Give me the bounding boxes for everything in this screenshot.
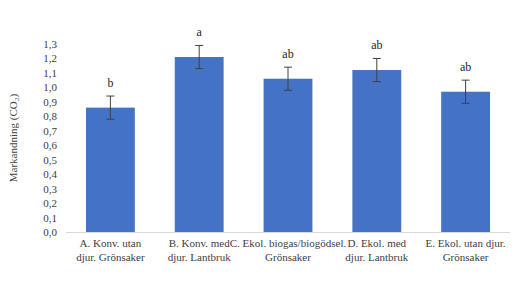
y-tick-label: 0,8: [43, 110, 57, 122]
error-stem: [465, 80, 466, 103]
error-cap: [106, 96, 114, 97]
x-tick-label: D. Ekol. med djur. Lantbruk: [345, 237, 408, 263]
x-tick-line: D. Ekol. med: [347, 237, 406, 249]
x-tick-line: B. Konv. med: [169, 237, 231, 249]
error-stem: [199, 45, 200, 68]
x-tick-label: E. Ekol. utan djur. Grönsaker: [426, 237, 506, 263]
y-tick-label: 1,3: [43, 38, 57, 50]
bar: [175, 57, 224, 232]
error-stem: [288, 67, 289, 90]
error-stem: [110, 96, 111, 119]
error-cap: [106, 119, 114, 120]
x-tick-label: C. Ekol. biogas/biogödsel. Grönsaker: [230, 237, 347, 263]
y-tick-label: 0,9: [43, 96, 57, 108]
x-tick-line: E. Ekol. utan djur.: [426, 237, 506, 249]
y-tick-label: 0,1: [43, 212, 57, 224]
x-tick-line: Grönsaker: [443, 251, 489, 263]
y-tick-label: 0,0: [43, 226, 57, 238]
error-cap: [195, 68, 203, 69]
x-tick-line: A. Konv. utan: [80, 237, 142, 249]
error-cap: [373, 58, 381, 59]
y-tick-label: 1,1: [43, 67, 57, 79]
error-cap: [284, 90, 292, 91]
x-tick-label: A. Konv. utan djur. Grönsaker: [76, 237, 145, 263]
bars: [86, 45, 490, 232]
x-tick-line: djur. Grönsaker: [76, 251, 145, 263]
error-bar: [106, 96, 114, 119]
bar: [264, 79, 313, 232]
error-cap: [462, 80, 470, 81]
y-tick-label: 0,5: [43, 154, 57, 166]
error-cap: [373, 81, 381, 82]
significance-label: ab: [460, 60, 471, 74]
x-tick-label: B. Konv. med djur. Lantbruk: [168, 237, 231, 263]
significance-label: ab: [371, 38, 382, 52]
y-axis-label: Markandning (CO₂): [7, 93, 20, 182]
bar: [352, 70, 401, 232]
significance-label: a: [197, 25, 203, 39]
error-bar: [284, 67, 292, 90]
y-tick-label: 0,6: [43, 139, 57, 151]
error-cap: [284, 67, 292, 68]
y-tick-label: 1,2: [43, 52, 57, 64]
bar: [86, 108, 135, 232]
x-tick-line: Grönsaker: [265, 251, 311, 263]
significance-label: b: [107, 76, 113, 90]
error-bar: [462, 80, 470, 103]
chart: 0,0 0,1 0,2 0,3 0,4 0,5 0,6 0,7 0,8 0,9 1,0 1,1 1,2 1…: [0, 0, 521, 288]
error-cap: [195, 45, 203, 46]
y-tick-label: 1,0: [43, 81, 57, 93]
error-stem: [376, 58, 377, 81]
error-bar: [373, 58, 381, 81]
bar: [441, 92, 490, 232]
y-tick-label: 0,7: [43, 125, 57, 137]
x-tick-line: djur. Lantbruk: [345, 251, 408, 263]
significance-label: ab: [282, 47, 293, 61]
error-cap: [462, 103, 470, 104]
x-tick-line: C. Ekol. biogas/biogödsel.: [230, 237, 347, 249]
y-tick-label: 0,4: [43, 168, 57, 180]
x-tick-line: djur. Lantbruk: [168, 251, 231, 263]
y-tick-label: 0,3: [43, 183, 57, 195]
y-tick-label: 0,2: [43, 197, 57, 209]
x-axis-line: [66, 232, 510, 233]
error-bar: [195, 45, 203, 68]
